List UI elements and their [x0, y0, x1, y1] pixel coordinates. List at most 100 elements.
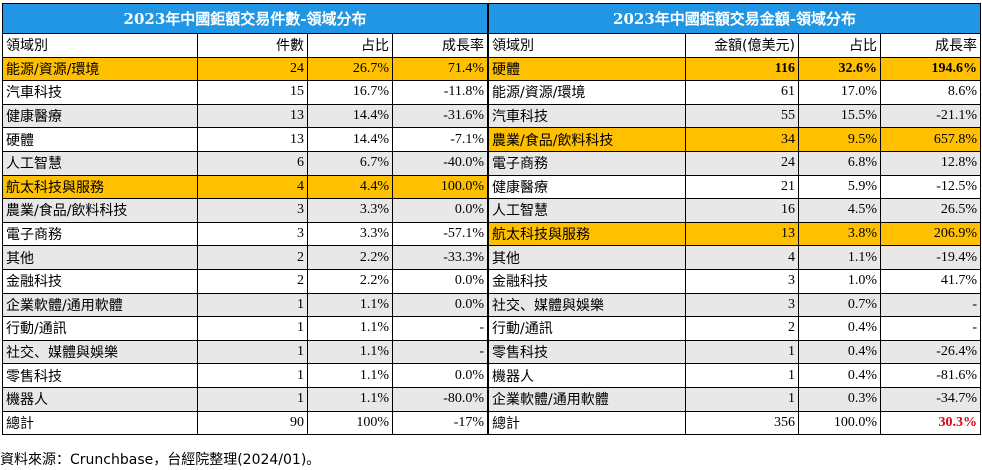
amount-cell: 3 — [685, 268, 799, 294]
amount-cell: 1 — [685, 363, 799, 388]
share-cell: 32.6% — [798, 56, 881, 82]
share-cell: 6.7% — [307, 150, 393, 176]
count-cell: 1 — [197, 292, 308, 318]
share-cell: 0.3% — [798, 386, 881, 412]
field-cell: 汽車科技 — [2, 80, 198, 105]
total-count: 90 — [197, 410, 308, 436]
total-amount: 356 — [685, 410, 799, 436]
share-cell: 1.1% — [307, 363, 393, 388]
field-cell: 零售科技 — [488, 339, 686, 365]
count-cell: 6 — [197, 150, 308, 176]
table-row: 機器人 1 1.1% -80.0% — [2, 386, 489, 412]
amount-cell: 1 — [685, 386, 799, 412]
growth-cell: -80.0% — [391, 386, 489, 412]
growth-cell: -26.4% — [879, 339, 982, 365]
growth-cell: 657.8% — [879, 127, 982, 152]
growth-cell: -57.1% — [391, 221, 489, 247]
share-cell: 0.4% — [798, 316, 881, 341]
column-header-field: 領域別 — [488, 33, 686, 58]
growth-cell: 41.7% — [879, 268, 982, 294]
table-row: 航太科技與服務 13 3.8% 206.9% — [488, 221, 982, 247]
count-cell: 2 — [197, 268, 308, 294]
count-cell: 1 — [197, 363, 308, 388]
table-row: 航太科技與服務 4 4.4% 100.0% — [2, 174, 489, 200]
share-cell: 1.1% — [798, 245, 881, 270]
table-row: 企業軟體/通用軟體 1 0.3% -34.7% — [488, 386, 982, 412]
count-cell: 15 — [197, 80, 308, 105]
amount-cell: 4 — [685, 245, 799, 270]
growth-cell: 206.9% — [879, 221, 982, 247]
table-row: 健康醫療 13 14.4% -31.6% — [2, 103, 489, 129]
header-row: 領域別 件數 占比 成長率 — [2, 33, 489, 58]
total-share: 100.0% — [798, 410, 881, 436]
share-cell: 26.7% — [307, 56, 393, 82]
total-growth: -17% — [391, 410, 489, 436]
growth-cell: -40.0% — [391, 150, 489, 176]
share-cell: 5.9% — [798, 174, 881, 200]
column-header-share: 占比 — [798, 33, 881, 58]
growth-cell: -81.6% — [879, 363, 982, 388]
field-cell: 能源/資源/環境 — [2, 56, 198, 82]
field-cell: 硬體 — [488, 56, 686, 82]
field-cell: 零售科技 — [2, 363, 198, 388]
share-cell: 0.7% — [798, 292, 881, 318]
table-row: 能源/資源/環境 24 26.7% 71.4% — [2, 56, 489, 82]
share-cell: 14.4% — [307, 127, 393, 152]
column-header-growth: 成長率 — [391, 33, 489, 58]
field-cell: 人工智慧 — [488, 198, 686, 223]
share-cell: 6.8% — [798, 150, 881, 176]
field-cell: 人工智慧 — [2, 150, 198, 176]
count-cell: 1 — [197, 316, 308, 341]
count-cell: 24 — [197, 56, 308, 82]
source-note: 資料來源：Crunchbase，台經院整理(2024/01)。 — [0, 452, 321, 468]
share-cell: 4.4% — [307, 174, 393, 200]
field-cell: 行動/通訊 — [2, 316, 198, 341]
share-cell: 16.7% — [307, 80, 393, 105]
growth-cell: - — [391, 316, 489, 341]
amount-cell: 3 — [685, 292, 799, 318]
total-label: 總計 — [2, 410, 198, 436]
growth-cell: -31.6% — [391, 103, 489, 129]
deal-amount-table-body: 領域別 金額(億美元) 占比 成長率 硬體 116 32.6% 194.6% 能源/資源… — [488, 33, 982, 436]
growth-cell: -21.1% — [879, 103, 982, 129]
count-cell: 1 — [197, 339, 308, 365]
total-row: 總計 90 100% -17% — [2, 410, 489, 436]
growth-cell: 0.0% — [391, 198, 489, 223]
share-cell: 1.1% — [307, 316, 393, 341]
share-cell: 1.0% — [798, 268, 881, 294]
field-cell: 其他 — [2, 245, 198, 270]
field-cell: 航太科技與服務 — [488, 221, 686, 247]
share-cell: 1.1% — [307, 339, 393, 365]
field-cell: 農業/食品/飲料科技 — [488, 127, 686, 152]
table-row: 機器人 1 0.4% -81.6% — [488, 363, 982, 388]
growth-cell: - — [879, 292, 982, 318]
growth-cell: 8.6% — [879, 80, 982, 105]
deal-count-table-title: 2023年中國鉅額交易件數-領域分布 — [1, 3, 489, 34]
table-row: 其他 2 2.2% -33.3% — [2, 245, 489, 270]
deal-count-table: 2023年中國鉅額交易件數-領域分布 領域別 件數 占比 成長率 能源/資源/環… — [1, 3, 489, 436]
field-cell: 電子商務 — [488, 150, 686, 176]
field-cell: 社交、媒體與娛樂 — [488, 292, 686, 318]
field-cell: 企業軟體/通用軟體 — [488, 386, 686, 412]
growth-cell: -19.4% — [879, 245, 982, 270]
table-row: 社交、媒體與娛樂 1 1.1% - — [2, 339, 489, 365]
table-row: 金融科技 3 1.0% 41.7% — [488, 268, 982, 294]
field-cell: 機器人 — [488, 363, 686, 388]
table-row: 零售科技 1 0.4% -26.4% — [488, 339, 982, 365]
count-cell: 1 — [197, 386, 308, 412]
amount-cell: 2 — [685, 316, 799, 341]
amount-cell: 24 — [685, 150, 799, 176]
growth-cell: 0.0% — [391, 292, 489, 318]
deal-count-table-body: 領域別 件數 占比 成長率 能源/資源/環境 24 26.7% 71.4% 汽車科技 15… — [2, 33, 489, 436]
table-row: 社交、媒體與娛樂 3 0.7% - — [488, 292, 982, 318]
table-row: 汽車科技 15 16.7% -11.8% — [2, 80, 489, 105]
growth-cell: -34.7% — [879, 386, 982, 412]
share-cell: 17.0% — [798, 80, 881, 105]
field-cell: 能源/資源/環境 — [488, 80, 686, 105]
amount-cell: 116 — [685, 56, 799, 82]
table-row: 其他 4 1.1% -19.4% — [488, 245, 982, 270]
field-cell: 行動/通訊 — [488, 316, 686, 341]
share-cell: 9.5% — [798, 127, 881, 152]
field-cell: 其他 — [488, 245, 686, 270]
growth-cell: 194.6% — [879, 56, 982, 82]
